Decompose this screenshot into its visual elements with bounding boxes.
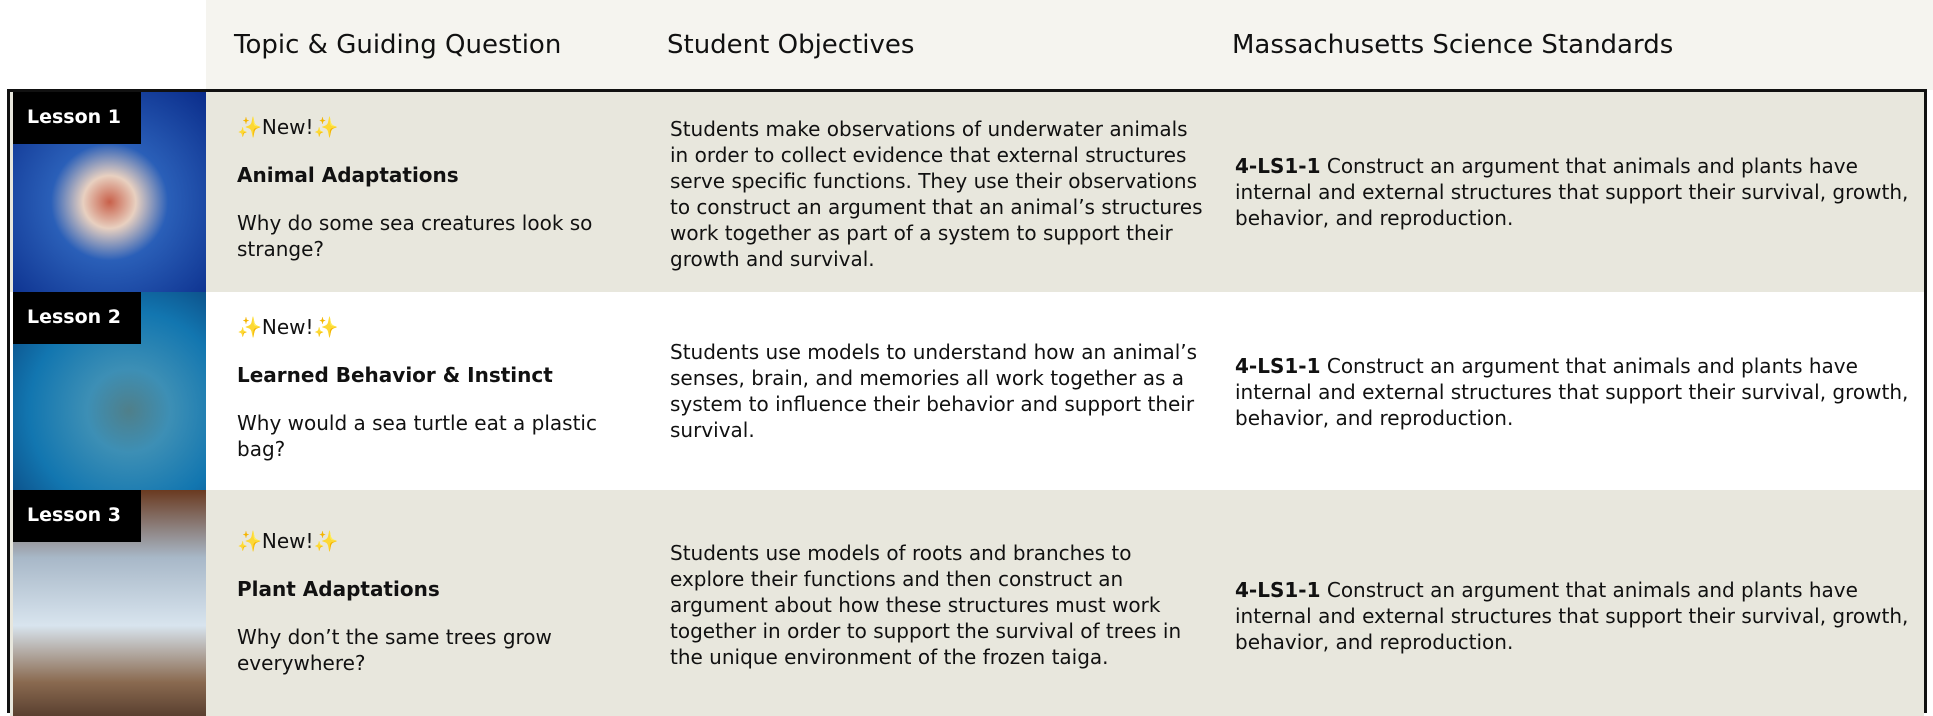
topic-cell: ✨New!✨ Animal Adaptations Why do some sea … xyxy=(237,114,637,262)
objectives: Students use models of roots and branche… xyxy=(670,541,1182,669)
standard-text: Construct an argument that animals and p… xyxy=(1235,154,1909,230)
topic-cell: ✨New!✨ Plant Adaptations Why don’t the sam… xyxy=(237,528,637,676)
lesson-table: Lesson 1 ✨New!✨ Animal Adaptations Why do s… xyxy=(7,89,1927,716)
new-badge: ✨New!✨ xyxy=(237,115,339,139)
standard: 4-LS1-1 Construct an argument that anima… xyxy=(1235,153,1915,231)
standard-text: Construct an argument that animals and p… xyxy=(1235,578,1909,654)
standard: 4-LS1-1 Construct an argument that anima… xyxy=(1235,353,1915,431)
lesson-image: Lesson 3 xyxy=(13,490,206,716)
objectives: Students make observations of underwater… xyxy=(670,117,1203,271)
header: Topic & Guiding Question Student Objecti… xyxy=(206,0,1933,90)
lesson-image: Lesson 1 xyxy=(13,92,206,292)
column-header: Massachusetts Science Standards xyxy=(1232,30,1674,60)
new-badge: ✨New!✨ xyxy=(237,315,339,339)
standard-code: 4-LS1-1 xyxy=(1235,578,1321,602)
lesson-image: Lesson 2 xyxy=(13,292,206,490)
table-row: Lesson 1 ✨New!✨ Animal Adaptations Why do s… xyxy=(10,92,1924,292)
lesson-title: Animal Adaptations xyxy=(237,163,459,187)
topic-cell: ✨New!✨ Learned Behavior & Instinct Why wou… xyxy=(237,314,637,462)
standard-code: 4-LS1-1 xyxy=(1235,354,1321,378)
lesson-title: Plant Adaptations xyxy=(237,577,440,601)
lesson-label: Lesson 2 xyxy=(13,292,142,344)
column-header: Student Objectives xyxy=(667,30,915,60)
column-header: Topic & Guiding Question xyxy=(234,30,562,60)
guiding-question: Why do some sea creatures look so strang… xyxy=(237,211,593,261)
standard-text: Construct an argument that animals and p… xyxy=(1235,354,1909,430)
guiding-question: Why don’t the same trees grow everywhere… xyxy=(237,625,552,675)
standard-code: 4-LS1-1 xyxy=(1235,154,1321,178)
table-row: Lesson 2 ✨New!✨ Learned Behavior & Instinc… xyxy=(10,292,1924,490)
lesson-label: Lesson 1 xyxy=(13,92,142,144)
standard: 4-LS1-1 Construct an argument that anima… xyxy=(1235,577,1915,655)
new-badge: ✨New!✨ xyxy=(237,529,339,553)
table-row: Lesson 3 ✨New!✨ Plant Adaptations Why don’t… xyxy=(10,490,1924,716)
guiding-question: Why would a sea turtle eat a plastic bag… xyxy=(237,411,597,461)
objectives: Students use models to understand how an… xyxy=(670,340,1198,442)
lesson-title: Learned Behavior & Instinct xyxy=(237,363,553,387)
lesson-label: Lesson 3 xyxy=(13,490,142,542)
